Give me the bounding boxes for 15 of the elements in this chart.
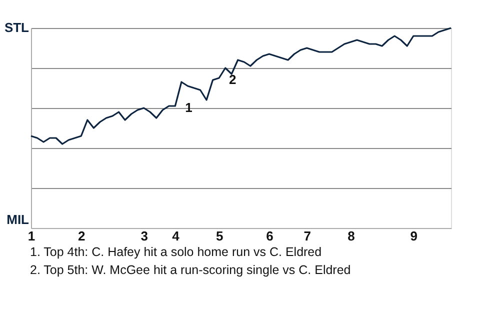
- annotation: 2: [229, 72, 236, 87]
- x-tick-label: 5: [216, 228, 224, 244]
- x-tick-label: 2: [78, 228, 86, 244]
- text: MIL: [6, 212, 30, 227]
- x-tick-label: 9: [410, 228, 418, 244]
- x-tick-label: 1: [28, 228, 36, 244]
- text: 2. Top 5th: W. McGee hit a run-scoring single vs C. Eldred: [30, 263, 351, 277]
- annotation: 1: [185, 100, 192, 115]
- text: STL: [4, 20, 30, 35]
- x-tick-label: 4: [172, 228, 180, 244]
- text: 1. Top 4th: C. Hafey hit a solo home run vs C. Eldred: [30, 245, 322, 259]
- x-tick-label: 7: [304, 228, 311, 244]
- x-tick-label: 8: [348, 228, 355, 244]
- x-tick-label: 6: [266, 228, 274, 244]
- x-tick-label: 3: [140, 228, 148, 244]
